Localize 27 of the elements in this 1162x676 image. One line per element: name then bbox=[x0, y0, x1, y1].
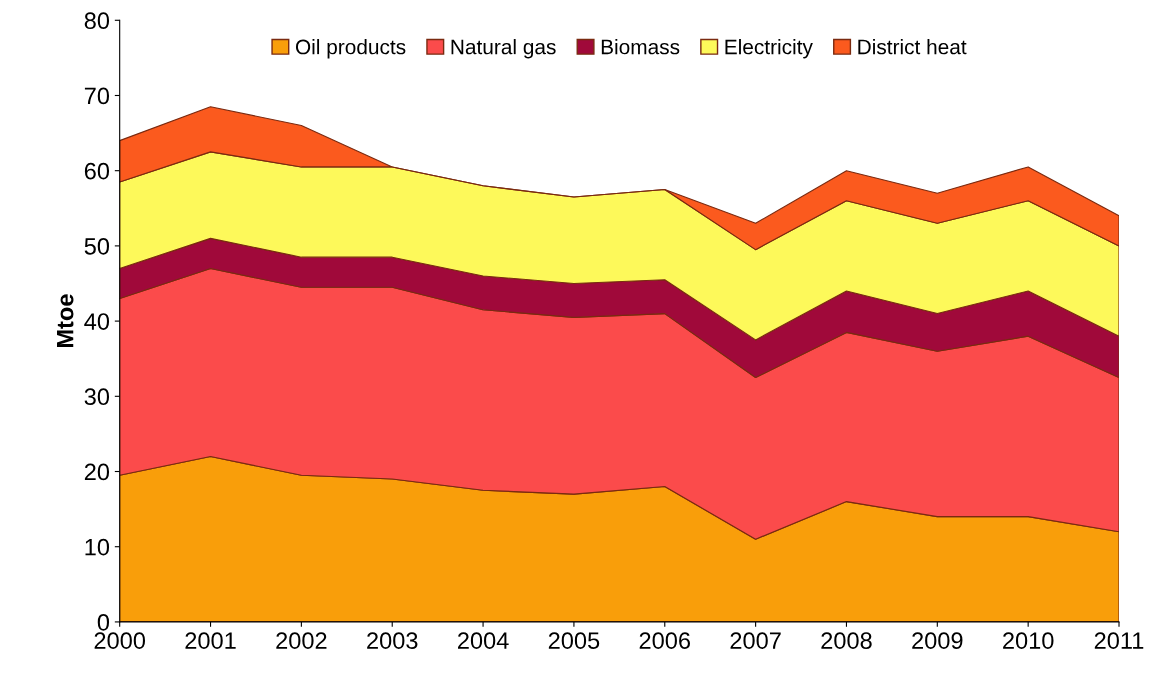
legend-label: Natural gas bbox=[451, 39, 556, 59]
y-tick-label: 30 bbox=[84, 388, 110, 406]
y-tick-label: 70 bbox=[84, 87, 110, 105]
x-tick-label: 2003 bbox=[367, 632, 418, 649]
x-tick-label: 2011 bbox=[1094, 632, 1144, 649]
y-axis-title: Mtoe bbox=[57, 294, 74, 348]
legend-label: Biomass bbox=[601, 39, 680, 55]
y-tick-label: 50 bbox=[84, 237, 110, 255]
x-tick-label: 2009 bbox=[912, 632, 963, 649]
y-tick-label: 10 bbox=[85, 538, 110, 556]
legend-label: District heat bbox=[858, 39, 967, 55]
y-tick-label: 40 bbox=[84, 313, 110, 330]
x-tick-label: 2001 bbox=[185, 632, 236, 649]
x-tick-label: 2004 bbox=[458, 632, 509, 649]
y-tick-label: 20 bbox=[84, 463, 110, 481]
x-tick-label: 2005 bbox=[548, 632, 600, 649]
y-tick-label: 0 bbox=[97, 613, 110, 631]
x-tick-label: 2006 bbox=[639, 632, 690, 649]
x-tick-label: 2007 bbox=[730, 632, 781, 649]
y-tick-label: 80 bbox=[84, 12, 110, 30]
x-tick-label: 2010 bbox=[1003, 632, 1054, 649]
legend-label: Oil products bbox=[295, 39, 406, 59]
legend-label: Electricity bbox=[725, 39, 813, 59]
y-tick-label: 60 bbox=[84, 162, 110, 180]
x-tick-label: 2002 bbox=[276, 632, 327, 649]
x-tick-label: 2008 bbox=[821, 632, 872, 649]
x-tick-label: 2000 bbox=[94, 632, 146, 649]
